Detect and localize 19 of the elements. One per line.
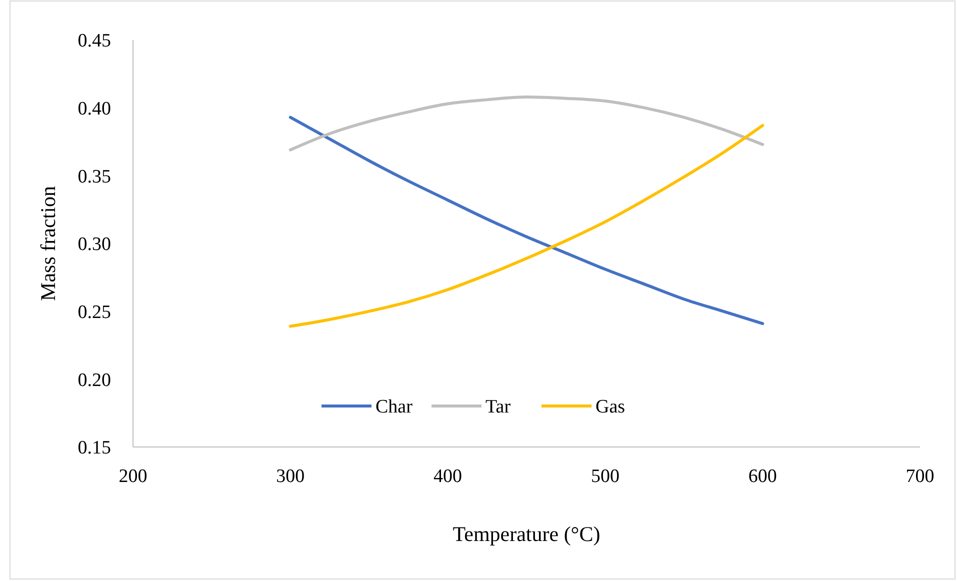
legend-label: Tar bbox=[486, 396, 512, 418]
legend-label: Char bbox=[376, 396, 414, 418]
x-tick-label: 500 bbox=[590, 466, 620, 487]
line-series bbox=[288, 95, 764, 152]
y-tick-label: 0.25 bbox=[78, 302, 111, 323]
y-tick-label: 0.45 bbox=[78, 30, 111, 52]
y-tick-label: 0.35 bbox=[78, 166, 111, 188]
x-tick-label: 600 bbox=[748, 466, 777, 487]
y-tick-label: 0.30 bbox=[78, 234, 111, 256]
y-axis-title: Mass fraction bbox=[36, 186, 60, 301]
y-tick-label: 0.20 bbox=[78, 370, 111, 391]
x-tick-label: 700 bbox=[906, 466, 934, 487]
x-tick-label: 400 bbox=[434, 466, 462, 487]
legend-label: Gas bbox=[596, 396, 626, 418]
y-tick-label: 0.40 bbox=[78, 98, 111, 120]
x-axis-title: Temperature (°C) bbox=[452, 522, 600, 546]
x-tick-label: 200 bbox=[118, 466, 148, 487]
x-tick-label: 300 bbox=[276, 466, 305, 487]
y-tick-label: 0.15 bbox=[78, 438, 111, 459]
